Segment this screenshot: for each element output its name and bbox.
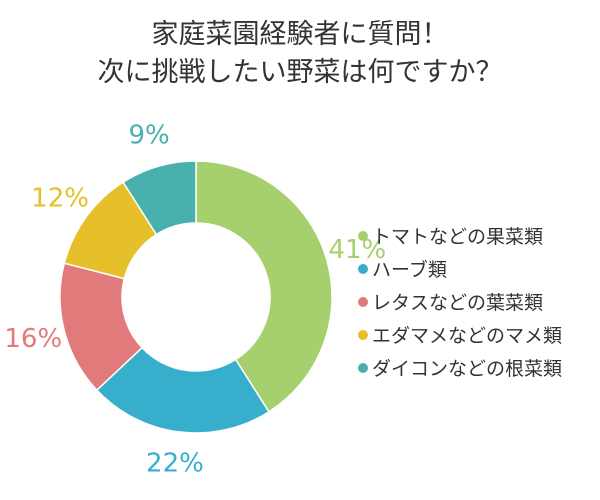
chart-title-line-1: 家庭菜園経験者に質問！ (151, 19, 449, 50)
chart-legend: トマトなどの果菜類 ハーブ類 レタスなどの葉菜類 エダマメなどのマメ類 ダイコン… (358, 219, 562, 384)
data-label-leaf-vegetables: 16% (4, 324, 62, 354)
legend-item-herbs: ハーブ類 (358, 252, 562, 285)
legend-label: エダマメなどのマメ類 (372, 325, 563, 347)
legend-swatch (358, 329, 368, 340)
legend-swatch (358, 362, 368, 373)
legend-item-fruit-vegetables: トマトなどの果菜類 (358, 219, 562, 252)
data-label-herbs: 22% (146, 449, 204, 479)
chart-title: 家庭菜園経験者に質問！ 次に挑戦したい野菜は何ですか？ (0, 16, 600, 92)
legend-swatch (358, 230, 368, 241)
legend-item-pulses: エダマメなどのマメ類 (358, 318, 562, 351)
data-label-fruit-vegetables: 41% (328, 235, 386, 265)
slice-root-vegetables (122, 160, 197, 236)
legend-label: ダイコンなどの根菜類 (372, 358, 563, 380)
legend-swatch (358, 296, 368, 307)
legend-label: レタスなどの葉菜類 (372, 292, 544, 314)
legend-item-root-vegetables: ダイコンなどの根菜類 (358, 351, 562, 384)
data-label-root-vegetables: 9% (129, 121, 170, 151)
slice-fruit-vegetables (195, 160, 333, 413)
legend-label: トマトなどの果菜類 (372, 226, 544, 248)
legend-label: ハーブ類 (372, 259, 447, 281)
legend-item-leaf-vegetables: レタスなどの葉菜類 (358, 285, 562, 318)
slice-herbs (95, 346, 270, 434)
data-label-pulses: 12% (31, 183, 89, 213)
legend-swatch (358, 263, 368, 274)
chart-title-line-2: 次に挑戦したい野菜は何ですか？ (97, 57, 503, 88)
